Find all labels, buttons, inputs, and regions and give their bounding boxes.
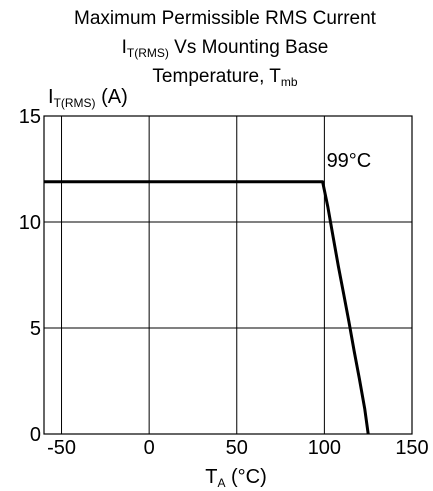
- y-axis-label-sub: T(RMS): [54, 96, 96, 110]
- chart-title-line-3: Temperature, Tmb: [152, 66, 297, 89]
- x-axis-label: TA (°C): [205, 466, 267, 490]
- tick-labels: -50 0 50 100 150 0 5 10 15: [19, 106, 429, 459]
- title-line-2-sub: T(RMS): [127, 46, 169, 60]
- series-lines: [44, 180, 370, 435]
- x-tick-label: 100: [308, 437, 341, 459]
- y-axis-label-unit: (A): [96, 86, 128, 108]
- chart-title-line-1: Maximum Permissible RMS Current: [74, 8, 377, 29]
- x-tick-label: 50: [226, 437, 248, 459]
- y-axis-label: IT(RMS) (A): [48, 86, 128, 110]
- y-tick-label: 15: [19, 106, 41, 128]
- y-tick-label: 0: [30, 424, 41, 446]
- title-line-3-main: Temperature, T: [152, 66, 281, 87]
- x-axis-label-sub: A: [217, 476, 225, 490]
- x-tick-label: 0: [144, 437, 155, 459]
- plot-frame: [43, 115, 413, 435]
- title-line-2-rest: Vs Mounting Base: [169, 37, 328, 58]
- y-tick-label: 5: [30, 318, 41, 340]
- x-tick-label: -50: [47, 437, 76, 459]
- y-axis-label-main: I: [48, 86, 54, 108]
- series-line: [44, 180, 370, 435]
- x-axis-label-unit: (°C): [225, 466, 266, 488]
- title-line-3-sub: mb: [281, 75, 298, 89]
- x-axis-label-main: T: [205, 466, 217, 488]
- y-tick-label: 10: [19, 212, 41, 234]
- chart-title-line-2: IT(RMS) Vs Mounting Base: [122, 37, 329, 60]
- annotation-99c: 99°C: [327, 150, 372, 172]
- title-line-2-main: I: [122, 37, 127, 58]
- x-tick-label: 150: [395, 437, 428, 459]
